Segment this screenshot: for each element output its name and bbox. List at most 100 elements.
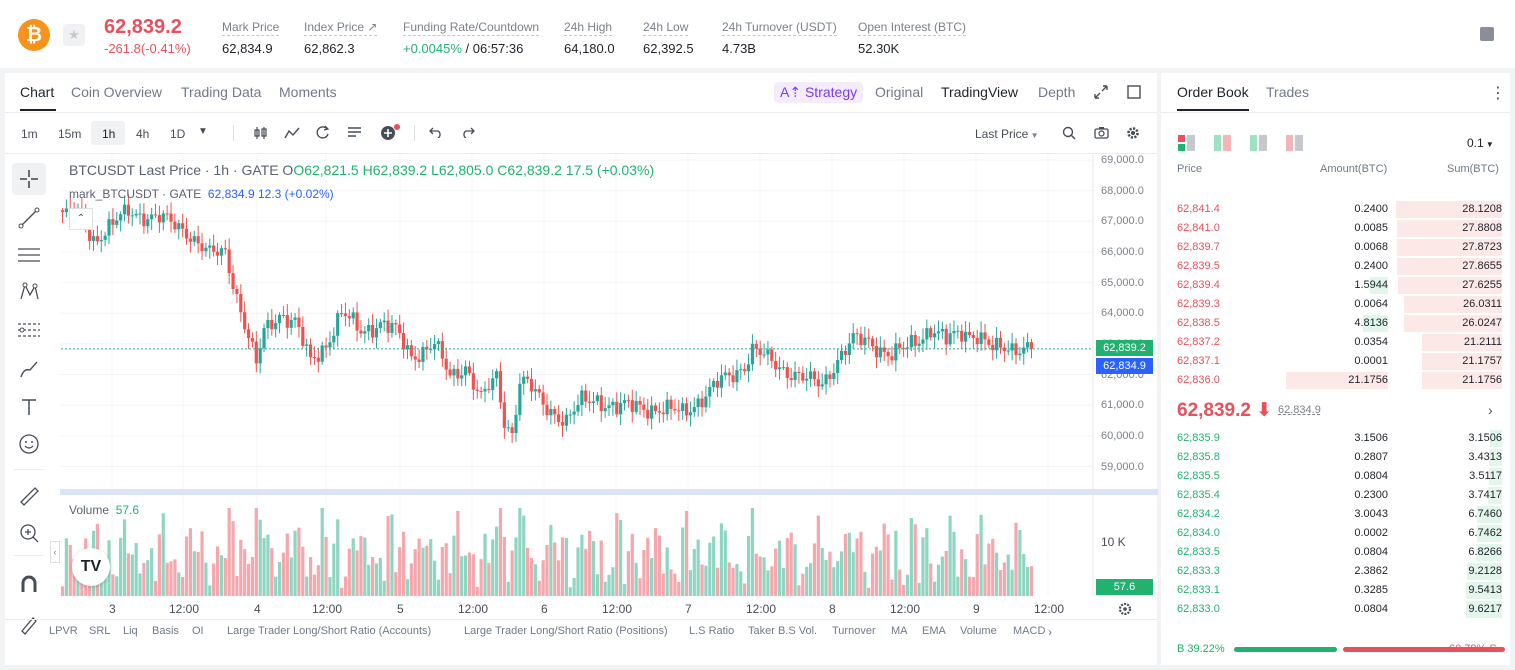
bid-row[interactable]: 62,833.5 0.0804 6.8266 (1177, 543, 1502, 562)
ask-row[interactable]: 62,841.4 0.2400 28.1208 (1177, 200, 1502, 219)
candle-down (867, 338, 870, 339)
candle-down (875, 346, 878, 357)
volume-bar-down (685, 511, 688, 596)
volume-bar-up (580, 535, 583, 596)
volume-bar-up (635, 563, 638, 596)
indicator-large-trader-long-short-ratio-accounts-[interactable]: Large Trader Long/Short Ratio (Accounts) (227, 625, 431, 637)
candle-down (530, 379, 533, 391)
volume-bar-down (991, 539, 994, 596)
volume-bar-up (119, 538, 122, 596)
volume-bar-down (584, 549, 587, 596)
bid-row[interactable]: 62,835.5 0.0804 3.5117 (1177, 467, 1502, 486)
book-view-2-icon[interactable] (1214, 135, 1232, 151)
candle-up (146, 219, 149, 226)
header-price: Price (1177, 163, 1202, 175)
candle-up (697, 398, 700, 407)
ask-row[interactable]: 62,837.1 0.0001 21.1757 (1177, 352, 1502, 371)
tradingview-logo-icon[interactable]: TV (72, 548, 110, 586)
candle-down (317, 358, 320, 362)
candle-down (759, 349, 762, 355)
book-bids-view-icon[interactable] (1250, 135, 1268, 151)
ask-row[interactable]: 62,838.5 4.8136 26.0247 (1177, 314, 1502, 333)
ask-row[interactable]: 62,837.2 0.0354 21.2111 (1177, 333, 1502, 352)
candle-down (61, 210, 64, 212)
volume-bar-up (894, 531, 897, 596)
row-price: 62,835.5 (1177, 470, 1220, 482)
bid-row[interactable]: 62,835.8 0.2807 3.4313 (1177, 448, 1502, 467)
candle-up (805, 379, 808, 381)
candle-up (208, 246, 211, 248)
volume-bar-up (650, 558, 653, 596)
candle-up (782, 367, 785, 368)
bid-row[interactable]: 62,835.9 3.1506 3.1506 (1177, 429, 1502, 448)
row-price: 62,839.4 (1177, 279, 1220, 291)
volume-bar-down (1030, 566, 1033, 596)
indicator-volume[interactable]: Volume (960, 625, 997, 637)
chevron-right-icon[interactable]: › (1488, 402, 1493, 418)
row-sum: 3.4313 (1468, 451, 1502, 463)
volume-bar-up (611, 567, 614, 596)
volume-bar-up (177, 572, 180, 596)
indicator-srl[interactable]: SRL (89, 625, 110, 637)
candle-up (894, 343, 897, 360)
ask-row[interactable]: 62,839.4 1.5944 27.6255 (1177, 276, 1502, 295)
volume-bar-down (662, 574, 665, 596)
collapse-legend-icon[interactable]: ⌃ (69, 208, 93, 230)
volume-bar-up (704, 566, 707, 596)
indicator-taker-b-s-vol-[interactable]: Taker B.S Vol. (748, 625, 817, 637)
indicator-basis[interactable]: Basis (152, 625, 179, 637)
indicator-turnover[interactable]: Turnover (832, 625, 876, 637)
volume-bar-down (960, 549, 963, 596)
ask-row[interactable]: 62,839.5 0.2400 27.8655 (1177, 257, 1502, 276)
candle-up (956, 331, 959, 332)
volume-bar-up (712, 537, 715, 596)
candle-down (282, 315, 285, 316)
candle-down (394, 323, 397, 324)
volume-bar-down (700, 564, 703, 596)
row-sum: 6.8266 (1468, 546, 1502, 558)
indicator-large-trader-long-short-ratio-positions-[interactable]: Large Trader Long/Short Ratio (Positions… (464, 625, 668, 637)
volume-bar-down (797, 585, 800, 596)
bid-row[interactable]: 62,835.4 0.2300 3.7417 (1177, 486, 1502, 505)
volume-bar-down (212, 563, 215, 596)
scroll-right-icon[interactable]: › (1048, 625, 1052, 639)
indicator-ma[interactable]: MA (891, 625, 908, 637)
expand-panel-icon[interactable]: ‹ (50, 541, 60, 563)
ask-row[interactable]: 62,841.0 0.0085 27.8808 (1177, 219, 1502, 238)
indicator-liq[interactable]: Liq (123, 625, 138, 637)
candle-down (247, 329, 250, 338)
tick-size-select[interactable]: 0.1 ▼ (1467, 136, 1494, 150)
candle-down (503, 402, 506, 428)
candle-down (398, 324, 401, 333)
tab-order-book[interactable]: Order Book (1177, 84, 1249, 100)
bid-row[interactable]: 62,833.0 0.0804 9.6217 (1177, 600, 1502, 619)
candle-down (743, 369, 746, 371)
ask-row[interactable]: 62,839.7 0.0068 27.8723 (1177, 238, 1502, 257)
indicator-ema[interactable]: EMA (922, 625, 946, 637)
volume-bar-up (1011, 570, 1014, 596)
tab-trades[interactable]: Trades (1266, 84, 1309, 100)
volume-bar-down (224, 558, 227, 596)
candle-up (565, 415, 568, 426)
candle-up (906, 347, 909, 348)
row-amount: 0.0064 (1354, 298, 1388, 310)
bid-row[interactable]: 62,833.3 2.3862 9.2128 (1177, 562, 1502, 581)
bid-row[interactable]: 62,834.2 3.0043 6.7460 (1177, 505, 1502, 524)
chart-settings-icon[interactable] (1118, 602, 1132, 616)
indicator-lpvr[interactable]: LPVR (49, 625, 78, 637)
ask-row[interactable]: 62,839.3 0.0064 26.0311 (1177, 295, 1502, 314)
book-both-view-icon[interactable] (1178, 135, 1196, 151)
candle-down (545, 405, 548, 416)
indicator-oi[interactable]: OI (192, 625, 204, 637)
more-menu-icon[interactable]: ⋮ (1490, 83, 1506, 103)
indicator-macd[interactable]: MACD (1013, 625, 1045, 637)
bid-row[interactable]: 62,833.1 0.3285 9.5413 (1177, 581, 1502, 600)
ask-row[interactable]: 62,836.0 21.1756 21.1756 (1177, 371, 1502, 390)
book-asks-view-icon[interactable] (1286, 135, 1304, 151)
bid-row[interactable]: 62,834.0 0.0002 6.7462 (1177, 524, 1502, 543)
indicator-l-s-ratio[interactable]: L.S Ratio (689, 625, 734, 637)
volume-bar-up (290, 557, 293, 596)
time-axis-label: 4 (254, 602, 261, 616)
volume-bar-down (355, 550, 358, 596)
mid-mark-price: 62,834.9 (1278, 404, 1321, 416)
